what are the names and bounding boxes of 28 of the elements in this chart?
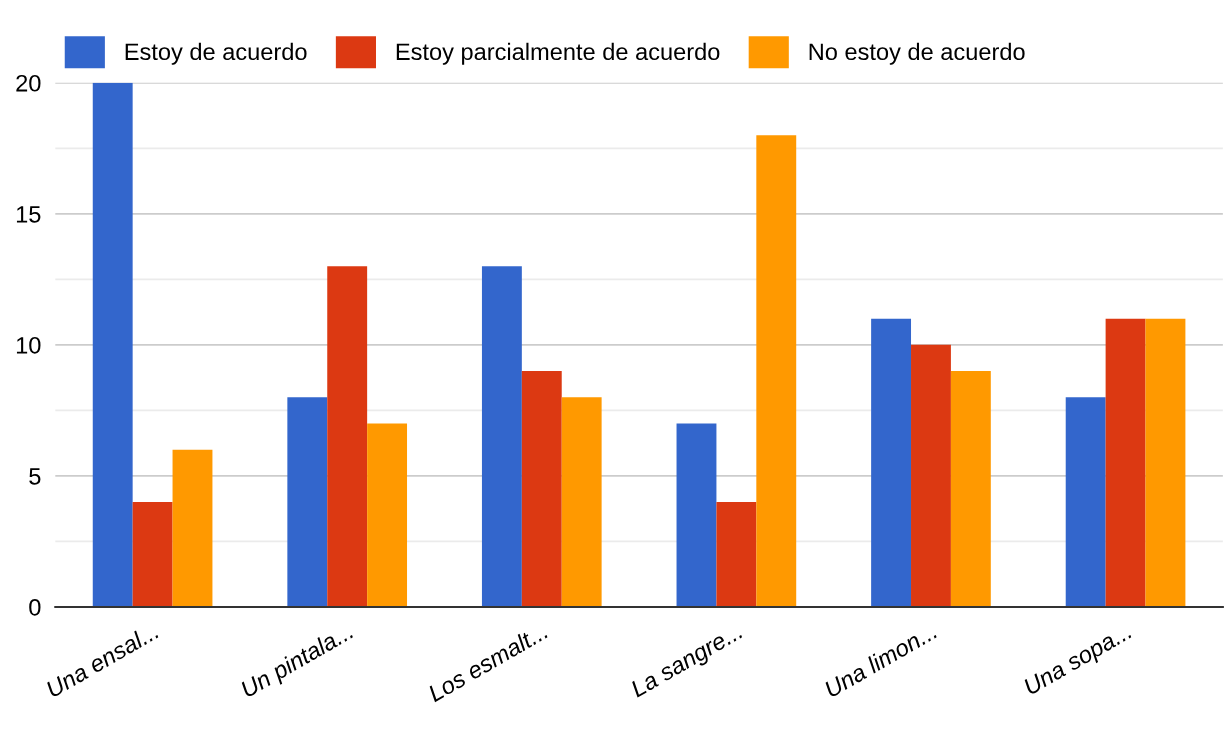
bar: [1065, 397, 1106, 607]
bar: [521, 371, 562, 607]
y-tick-label: 10: [16, 336, 41, 354]
bar: [756, 135, 797, 607]
bar: [676, 423, 717, 607]
bar: [871, 318, 912, 607]
legend-label: Estoy de acuerdo: [125, 42, 307, 65]
bar: [1145, 318, 1186, 607]
legend-label: No estoy de acuerdo: [809, 42, 1025, 65]
bar: [911, 344, 951, 607]
y-tick-label: 15: [16, 206, 41, 223]
legend-label: Estoy parcialmente de acuerdo: [396, 42, 720, 65]
bar: [92, 82, 133, 607]
bar: [716, 502, 757, 607]
bar: [481, 266, 522, 607]
bar: [172, 449, 213, 607]
x-tick-label: Una sopa...: [1022, 623, 1135, 700]
bar: [561, 397, 602, 607]
y-tick-label: 0: [29, 598, 41, 616]
bar: [287, 397, 328, 607]
y-tick-label: 5: [29, 468, 41, 485]
bar: [1105, 318, 1146, 607]
x-tick-label: Una limon...: [823, 622, 938, 698]
bar: [950, 371, 991, 607]
y-tick-label: 20: [16, 74, 41, 92]
bar: [132, 502, 173, 607]
bar: [327, 266, 368, 607]
bar: [367, 423, 408, 607]
